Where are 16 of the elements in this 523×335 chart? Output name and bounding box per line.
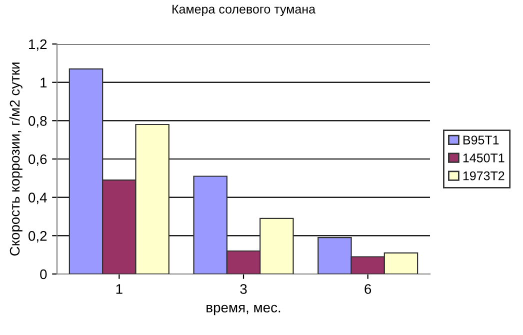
chart-title: Камера солевого тумана	[172, 4, 316, 16]
x-axis-title: время, мес.	[206, 304, 280, 316]
y-tick-label: 1	[40, 78, 47, 88]
y-axis-title: Скорость коррозии, г/м2 сутки	[9, 62, 22, 256]
y-tick-label: 0	[40, 269, 47, 280]
legend-label: B95T1	[463, 136, 499, 144]
y-tick-label: 0,8	[28, 116, 47, 128]
y-tick-label: 0,6	[28, 154, 47, 166]
legend-label: 1450T1	[463, 154, 504, 162]
x-tick-label: 3	[240, 284, 247, 294]
x-tick-label: 6	[364, 284, 372, 294]
y-tick-label: 1,2	[29, 39, 47, 51]
y-tick-label: 0,4	[28, 192, 47, 204]
x-tick-label: 1	[116, 284, 122, 294]
y-tick-label: 0,2	[28, 231, 47, 242]
legend-label: 1973T2	[463, 171, 504, 180]
